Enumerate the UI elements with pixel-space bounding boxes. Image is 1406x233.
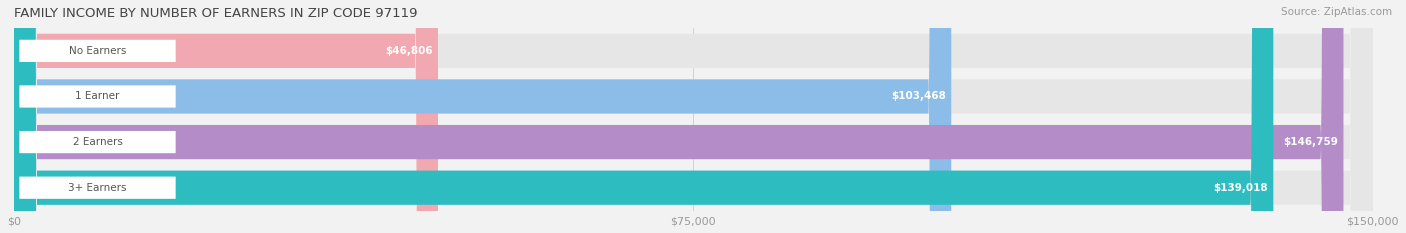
FancyBboxPatch shape [20, 177, 176, 199]
FancyBboxPatch shape [14, 0, 437, 233]
Text: No Earners: No Earners [69, 46, 127, 56]
Text: $139,018: $139,018 [1213, 183, 1268, 193]
FancyBboxPatch shape [14, 0, 1344, 233]
Text: 1 Earner: 1 Earner [76, 92, 120, 102]
FancyBboxPatch shape [20, 131, 176, 153]
FancyBboxPatch shape [20, 40, 176, 62]
Text: $46,806: $46,806 [385, 46, 433, 56]
Text: 2 Earners: 2 Earners [73, 137, 122, 147]
FancyBboxPatch shape [14, 0, 1372, 233]
FancyBboxPatch shape [14, 0, 1372, 233]
Text: Source: ZipAtlas.com: Source: ZipAtlas.com [1281, 7, 1392, 17]
Text: $146,759: $146,759 [1284, 137, 1339, 147]
Text: $103,468: $103,468 [891, 92, 946, 102]
FancyBboxPatch shape [14, 0, 1372, 233]
FancyBboxPatch shape [14, 0, 1274, 233]
FancyBboxPatch shape [14, 0, 952, 233]
Text: 3+ Earners: 3+ Earners [69, 183, 127, 193]
FancyBboxPatch shape [14, 0, 1372, 233]
Text: FAMILY INCOME BY NUMBER OF EARNERS IN ZIP CODE 97119: FAMILY INCOME BY NUMBER OF EARNERS IN ZI… [14, 7, 418, 20]
FancyBboxPatch shape [20, 85, 176, 108]
